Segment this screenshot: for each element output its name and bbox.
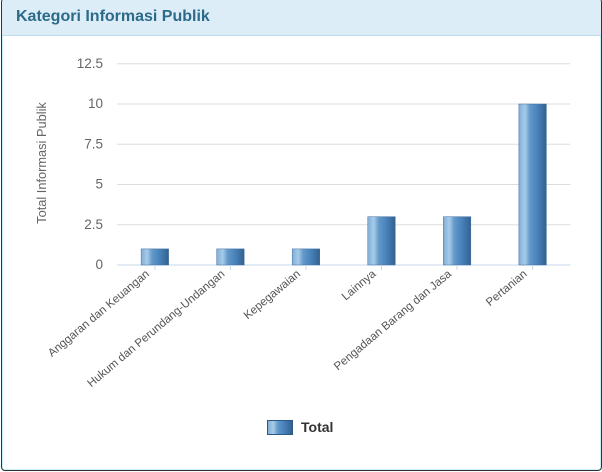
svg-text:Total Informasi Publik: Total Informasi Publik <box>34 102 49 224</box>
svg-text:5: 5 <box>95 177 103 192</box>
svg-text:12.5: 12.5 <box>77 56 103 71</box>
svg-text:Kepegawaian: Kepegawaian <box>242 268 303 322</box>
svg-text:10: 10 <box>88 96 103 111</box>
svg-text:Hukum dan Perundang-Undangan: Hukum dan Perundang-Undangan <box>85 268 227 390</box>
svg-text:Pertanian: Pertanian <box>484 268 529 309</box>
svg-text:Pengadaan Barang dan Jasa: Pengadaan Barang dan Jasa <box>332 268 454 373</box>
svg-text:0: 0 <box>95 257 103 272</box>
svg-text:2.5: 2.5 <box>84 217 103 232</box>
svg-text:Lainnya: Lainnya <box>340 268 379 303</box>
svg-text:7.5: 7.5 <box>84 136 103 151</box>
